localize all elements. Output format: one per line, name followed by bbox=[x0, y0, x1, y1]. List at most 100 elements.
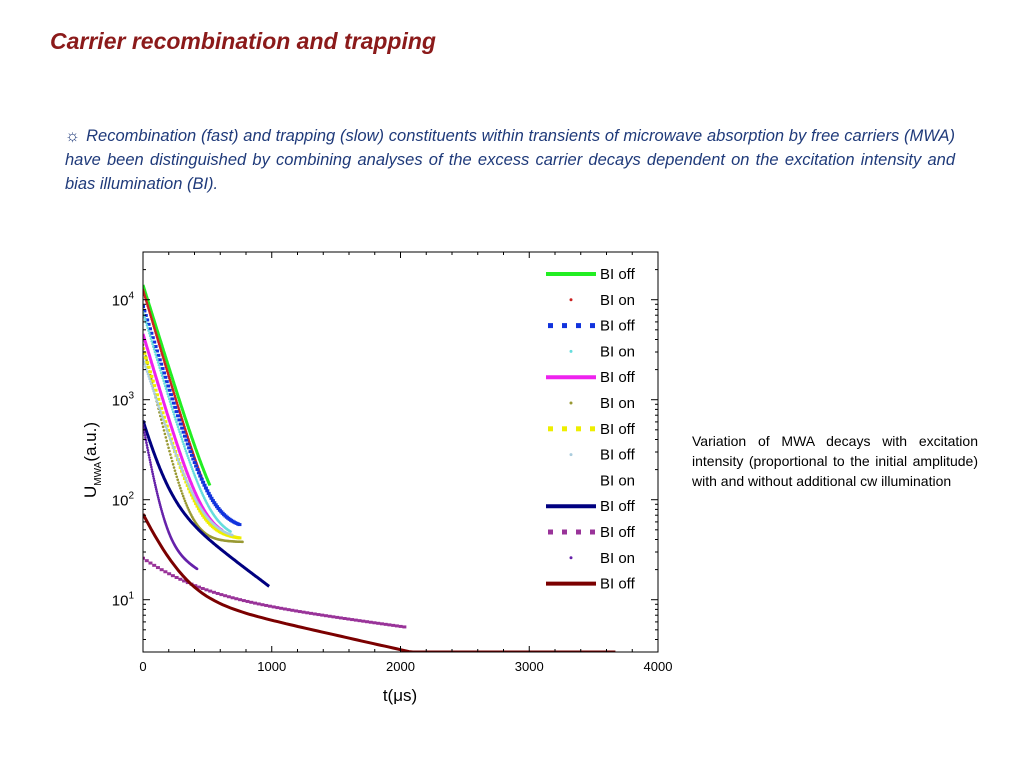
data-point bbox=[167, 388, 172, 392]
data-point bbox=[149, 382, 153, 386]
data-point bbox=[153, 394, 157, 398]
data-point bbox=[387, 623, 392, 627]
data-point bbox=[143, 305, 145, 309]
data-point bbox=[338, 616, 343, 620]
data-point bbox=[177, 418, 182, 422]
legend-item: BI off bbox=[546, 266, 636, 283]
data-point bbox=[144, 318, 147, 322]
data-point bbox=[203, 517, 208, 521]
data-point bbox=[192, 461, 197, 465]
data-point bbox=[187, 508, 190, 511]
data-point bbox=[166, 384, 171, 388]
legend-item: BI on bbox=[569, 550, 635, 567]
data-point bbox=[182, 442, 185, 446]
data-point bbox=[145, 318, 150, 322]
data-point bbox=[167, 434, 171, 438]
data-point bbox=[173, 450, 177, 454]
data-point bbox=[152, 340, 157, 344]
data-point bbox=[253, 601, 258, 605]
data-point bbox=[178, 422, 183, 426]
data-point bbox=[182, 497, 186, 500]
series-0-bi-off bbox=[143, 284, 212, 487]
legend-swatch-dash bbox=[576, 426, 581, 432]
data-point bbox=[368, 620, 373, 624]
data-point bbox=[163, 375, 168, 379]
legend-item: BI off bbox=[546, 369, 636, 386]
data-point bbox=[157, 404, 160, 407]
data-point bbox=[170, 574, 175, 578]
data-point bbox=[184, 438, 189, 442]
legend-item: BI off bbox=[569, 447, 636, 464]
data-point bbox=[327, 614, 332, 618]
data-point bbox=[223, 594, 228, 598]
data-point bbox=[198, 474, 203, 478]
data-point bbox=[196, 471, 201, 475]
data-point bbox=[191, 457, 196, 461]
data-point bbox=[144, 559, 149, 563]
chart-legend: BI off BI on BI off BI on BI off BI on BI off B… bbox=[546, 266, 636, 593]
data-point bbox=[156, 397, 161, 401]
data-point bbox=[219, 593, 224, 597]
data-point bbox=[151, 387, 155, 390]
legend-label: BI on bbox=[600, 343, 635, 360]
data-point bbox=[167, 395, 170, 398]
data-point bbox=[372, 621, 377, 625]
data-point bbox=[146, 372, 150, 376]
legend-swatch-dot bbox=[569, 349, 573, 353]
data-point bbox=[316, 613, 321, 617]
x-tick-label: 4000 bbox=[644, 659, 673, 674]
data-point bbox=[150, 384, 154, 388]
data-point bbox=[151, 342, 154, 346]
data-point bbox=[187, 459, 191, 462]
data-point bbox=[194, 464, 199, 468]
data-point bbox=[398, 624, 403, 628]
slide-title: Carrier recombination and trapping bbox=[50, 28, 436, 54]
data-point bbox=[213, 503, 218, 507]
data-point bbox=[195, 480, 199, 483]
data-point bbox=[180, 437, 184, 441]
data-point bbox=[146, 448, 150, 452]
data-point bbox=[198, 509, 203, 513]
series-12-bi-off bbox=[143, 513, 616, 652]
data-point bbox=[191, 467, 194, 471]
data-point bbox=[157, 363, 161, 367]
data-point bbox=[170, 405, 173, 409]
data-point bbox=[174, 418, 177, 421]
data-point bbox=[168, 449, 171, 453]
legend-swatch-dash bbox=[548, 426, 553, 432]
data-point bbox=[164, 436, 168, 439]
data-point bbox=[175, 454, 178, 458]
data-point bbox=[148, 561, 153, 565]
data-point bbox=[350, 618, 355, 622]
legend-swatch-dash bbox=[590, 529, 595, 535]
data-point bbox=[204, 588, 209, 592]
data-point bbox=[264, 603, 269, 607]
data-point bbox=[188, 461, 192, 464]
legend-item: BI on bbox=[569, 343, 635, 360]
data-point bbox=[143, 433, 147, 437]
data-point bbox=[150, 468, 154, 471]
data-point bbox=[150, 336, 155, 340]
data-point bbox=[163, 384, 167, 388]
data-point bbox=[175, 423, 179, 426]
legend-label: BI off bbox=[600, 447, 636, 464]
legend-item: BI on bbox=[569, 292, 635, 309]
data-point bbox=[282, 607, 287, 611]
series-layer bbox=[143, 284, 616, 652]
legend-item: BI off bbox=[546, 576, 636, 593]
legend-swatch-dash bbox=[562, 529, 567, 535]
data-point bbox=[173, 415, 177, 419]
data-point bbox=[172, 448, 176, 451]
data-point bbox=[177, 428, 181, 431]
data-point bbox=[176, 425, 180, 429]
data-point bbox=[147, 453, 151, 457]
figure-caption: Variation of MWA decays with excitation … bbox=[692, 433, 978, 489]
data-point bbox=[241, 540, 244, 544]
data-point bbox=[290, 608, 295, 612]
data-point bbox=[191, 496, 196, 500]
data-point bbox=[260, 603, 265, 607]
data-point bbox=[200, 586, 205, 590]
data-point bbox=[178, 463, 182, 466]
series-line bbox=[143, 513, 616, 652]
